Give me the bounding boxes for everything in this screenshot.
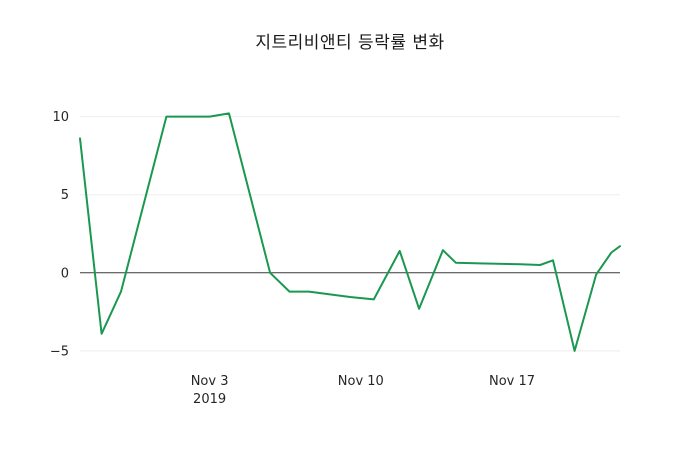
y-tick-label: −5 bbox=[50, 344, 69, 359]
x-tick-label: Nov 10 bbox=[338, 374, 384, 389]
y-tick-label: 5 bbox=[61, 188, 69, 203]
x-tick-sublabel: 2019 bbox=[193, 392, 226, 407]
y-tick-label: 10 bbox=[52, 110, 69, 125]
x-tick-label: Nov 17 bbox=[489, 374, 535, 389]
y-tick-label: 0 bbox=[61, 266, 69, 281]
x-tick-label: Nov 3 bbox=[191, 374, 229, 389]
series-line bbox=[79, 112, 621, 352]
chart-title: 지트리비앤티 등락률 변화 bbox=[255, 33, 445, 53]
